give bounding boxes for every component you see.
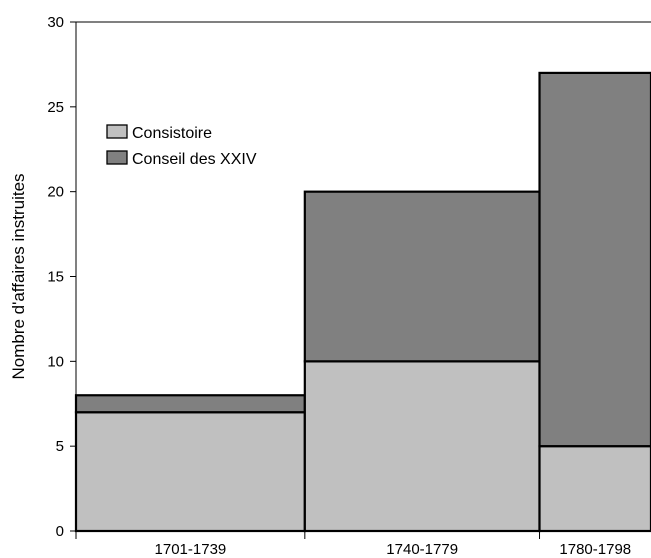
y-tick-label: 30 xyxy=(47,14,64,31)
y-tick-label: 5 xyxy=(56,438,64,455)
x-tick-label: 1740-1779 xyxy=(386,541,458,558)
y-tick-label: 15 xyxy=(47,269,64,286)
bar-conseil-1740-1779 xyxy=(305,192,540,362)
x-tick-label: 1701-1739 xyxy=(155,541,227,558)
legend-swatch xyxy=(107,125,127,138)
y-tick-label: 0 xyxy=(56,523,64,540)
bar-consistoire-1780-1798 xyxy=(540,446,651,531)
y-tick-label: 25 xyxy=(47,99,64,116)
legend-label: Consistoire xyxy=(132,125,212,142)
y-axis-label: Nombre d'affaires instruites xyxy=(9,173,28,379)
bar-conseil-1701-1739 xyxy=(76,395,305,412)
x-tick-label: 1780-1798 xyxy=(559,541,631,558)
legend-label: Conseil des XXIV xyxy=(132,151,257,168)
y-tick-label: 20 xyxy=(47,184,64,201)
legend-swatch xyxy=(107,151,127,164)
bar-consistoire-1740-1779 xyxy=(305,361,540,531)
y-tick-label: 10 xyxy=(47,353,64,370)
bar-consistoire-1701-1739 xyxy=(76,412,305,531)
bar-conseil-1780-1798 xyxy=(540,73,651,446)
legend: Consistoire Conseil des XXIV xyxy=(107,125,257,168)
